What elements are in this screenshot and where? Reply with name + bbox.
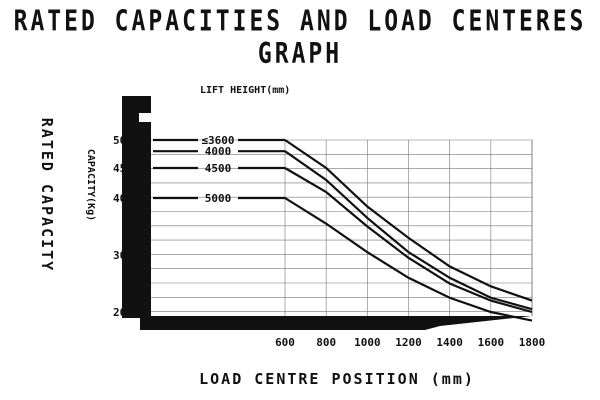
y-tick-label: 3000 xyxy=(113,249,140,262)
series-label: ≤3600 xyxy=(201,134,234,147)
x-tick-label: 1000 xyxy=(354,336,381,349)
legend-title: LIFT HEIGHT(mm) xyxy=(200,85,290,96)
x-tick-labels: 600 800 1000 1200 1400 1600 1800 xyxy=(275,336,545,349)
x-tick-label: 800 xyxy=(316,336,336,349)
series-line xyxy=(284,197,533,322)
x-tick-label: 1800 xyxy=(519,336,546,349)
axis-frame xyxy=(122,96,532,330)
series-line xyxy=(284,139,533,302)
series-line xyxy=(284,167,533,314)
y-tick-label: 5000 xyxy=(113,134,140,147)
x-tick-label: 1600 xyxy=(478,336,505,349)
y-tick-label: 4000 xyxy=(113,192,140,205)
y-axis-title: RATED CAPACITY xyxy=(38,118,56,272)
y-unit-label: CAPACITY(Kg) xyxy=(85,149,96,221)
x-tick-label: 1200 xyxy=(395,336,422,349)
y-axis-bar xyxy=(122,96,151,318)
x-tick-label: 1400 xyxy=(436,336,463,349)
grid xyxy=(150,139,533,316)
y-tick-label: 4500 xyxy=(113,162,140,175)
series-label: 4500 xyxy=(205,162,232,175)
x-axis-bar-notch xyxy=(440,316,532,326)
y-tick-labels: 2000 3000 4000 4500 5000 xyxy=(113,134,140,319)
y-tick-label: 2000 xyxy=(113,306,140,319)
series-label: 5000 xyxy=(205,192,232,205)
x-axis-bar xyxy=(140,316,532,330)
x-axis-title: LOAD CENTRE POSITION (mm) xyxy=(199,370,475,388)
series-line xyxy=(284,150,533,311)
page-title: RATED CAPACITIES AND LOAD CENTERES GRAPH xyxy=(13,5,587,71)
x-tick-label: 600 xyxy=(275,336,295,349)
series-label: 4000 xyxy=(205,145,232,158)
